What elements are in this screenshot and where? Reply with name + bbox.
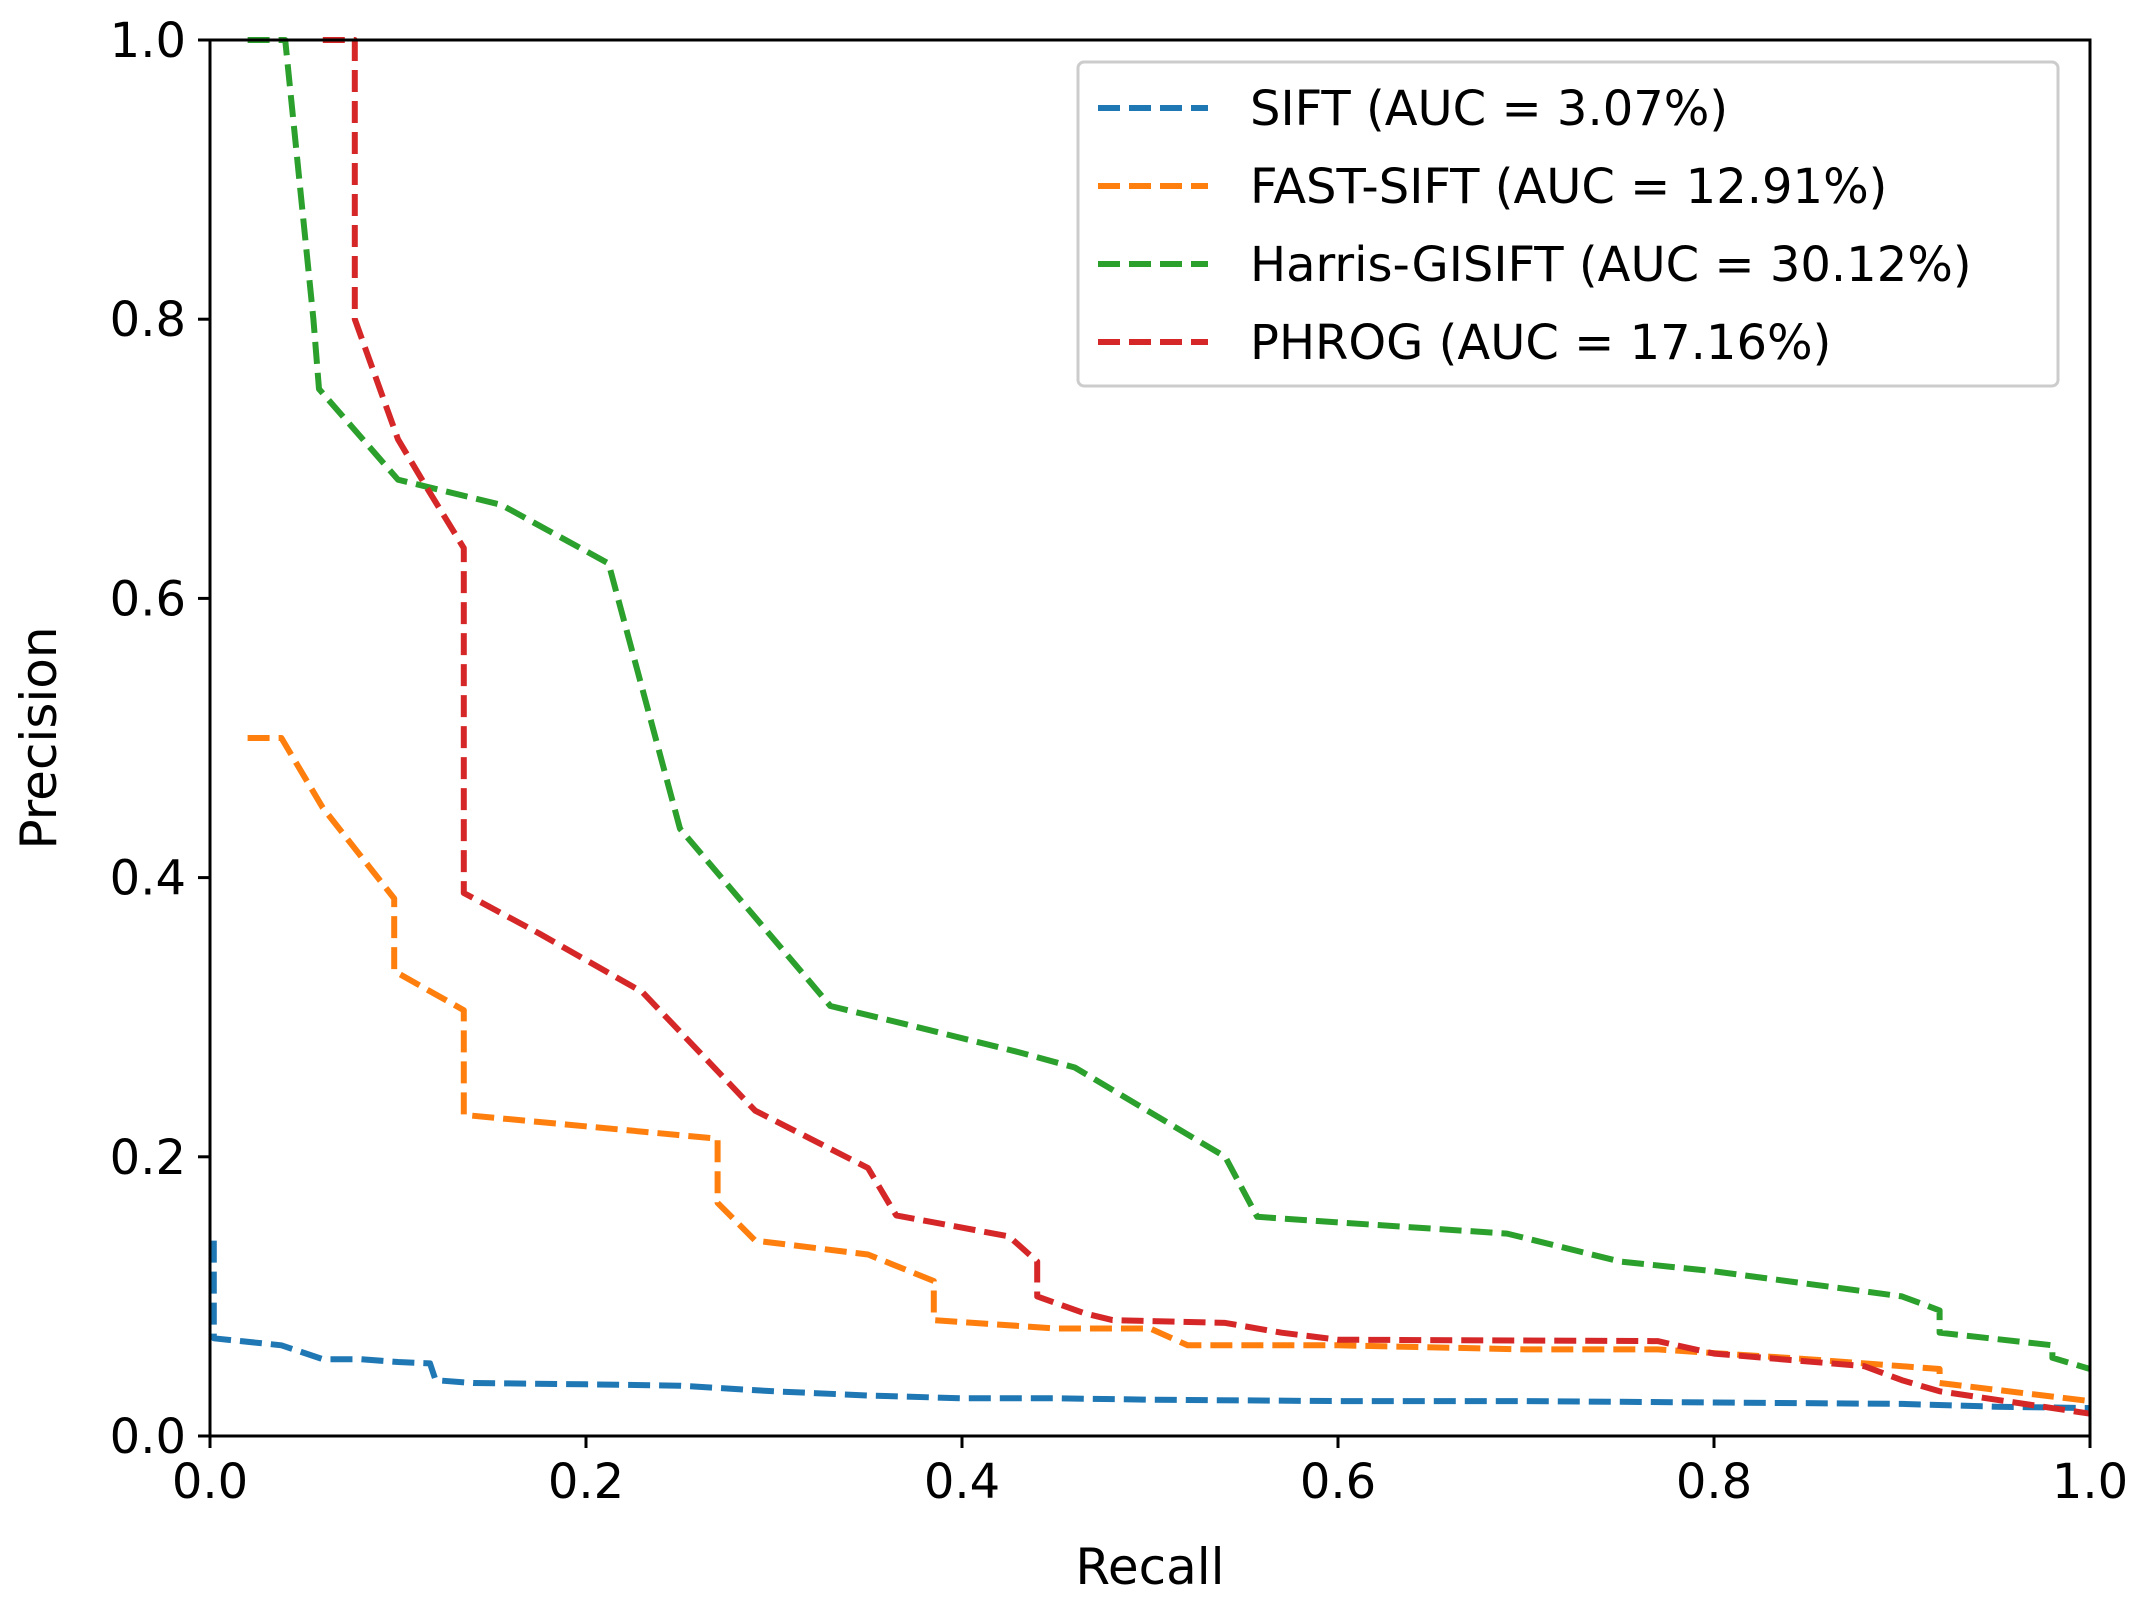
x-tick-label: 0.6 xyxy=(1300,1454,1376,1510)
series-line-4 xyxy=(322,37,2091,1417)
y-axis-label: Precision xyxy=(10,626,68,849)
legend-box xyxy=(1076,60,2060,388)
x-tick-label: 1.0 xyxy=(2052,1454,2128,1510)
series-line-3 xyxy=(247,37,2091,1372)
y-tick-label: 1.0 xyxy=(110,13,186,69)
y-tick-label: 0.2 xyxy=(110,1130,186,1186)
x-tick-label: 0.8 xyxy=(1676,1454,1752,1510)
y-tick-label: 0.8 xyxy=(110,292,186,348)
legend: SIFT (AUC = 3.07%) FAST-SIFT (AUC = 12.91… xyxy=(1076,60,2060,388)
series-line-2 xyxy=(247,735,2091,1405)
x-tick-label: 0.0 xyxy=(172,1454,248,1510)
legend-label: SIFT (AUC = 3.07%) xyxy=(1250,81,1728,137)
legend-label: PHROG (AUC = 17.16%) xyxy=(1250,315,1831,371)
series-layer xyxy=(210,37,2091,1417)
legend-label: FAST-SIFT (AUC = 12.91%) xyxy=(1250,159,1887,215)
x-axis-label: Recall xyxy=(1075,1538,1224,1596)
series-line-1 xyxy=(210,1240,2091,1412)
y-tick-label: 0.4 xyxy=(110,851,186,907)
legend-entries: SIFT (AUC = 3.07%) FAST-SIFT (AUC = 12.91… xyxy=(1098,81,1972,371)
y-tick-label: 0.0 xyxy=(110,1409,186,1465)
plot-frame xyxy=(208,38,2092,1438)
y-axis-ticks: 0.0 0.2 0.4 0.6 0.8 1.0 xyxy=(110,13,210,1465)
x-axis-ticks: 0.0 0.2 0.4 0.6 0.8 1.0 xyxy=(172,1436,2128,1510)
x-tick-label: 0.2 xyxy=(548,1454,624,1510)
x-tick-label: 0.4 xyxy=(924,1454,1000,1510)
legend-label: Harris-GISIFT (AUC = 30.12%) xyxy=(1250,237,1972,293)
y-tick-label: 0.6 xyxy=(110,571,186,627)
